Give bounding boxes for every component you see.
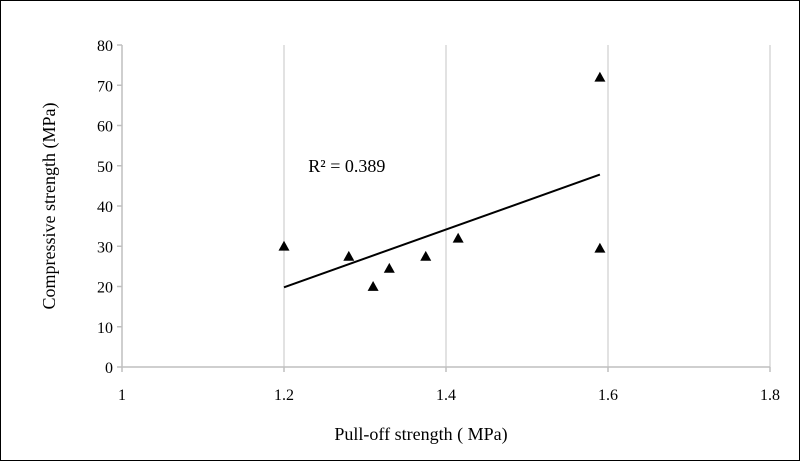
data-point <box>367 281 379 291</box>
x-tick-label: 1.4 <box>436 387 456 404</box>
x-tick-label: 1 <box>118 387 126 404</box>
y-tick-labels: 0 10 20 30 40 50 60 70 80 <box>97 38 113 377</box>
data-point <box>594 71 606 82</box>
data-point <box>383 262 395 273</box>
trendline <box>283 173 601 289</box>
data-point <box>343 250 355 261</box>
data-point <box>452 232 464 243</box>
y-tick-label: 30 <box>97 239 113 256</box>
y-axis-title: Compressive strength (MPa) <box>39 103 60 310</box>
data-point <box>420 250 432 261</box>
r-squared-label: R² = 0.389 <box>308 156 385 176</box>
y-tick-label: 10 <box>97 320 113 337</box>
y-tick-label: 60 <box>97 119 113 136</box>
x-tick-label: 1.2 <box>274 387 294 404</box>
x-tick-labels: 1 1.2 1.4 1.6 1.8 <box>118 387 780 404</box>
data-point <box>278 240 290 251</box>
y-tick-label: 80 <box>97 38 113 55</box>
y-tick-label: 20 <box>97 280 113 297</box>
axes <box>117 44 771 372</box>
x-tick-label: 1.8 <box>760 387 780 404</box>
trendline-group: R² = 0.389 <box>283 156 601 289</box>
data-point <box>594 242 606 253</box>
y-tick-label: 0 <box>105 360 113 377</box>
grid-lines <box>283 45 771 367</box>
y-tick-label: 70 <box>97 78 113 95</box>
x-axis-title: Pull-off strength ( MPa) <box>334 424 507 445</box>
y-tick-label: 50 <box>97 159 113 176</box>
data-points <box>278 71 606 291</box>
y-tick-label: 40 <box>97 199 113 216</box>
x-tick-label: 1.6 <box>598 387 618 404</box>
